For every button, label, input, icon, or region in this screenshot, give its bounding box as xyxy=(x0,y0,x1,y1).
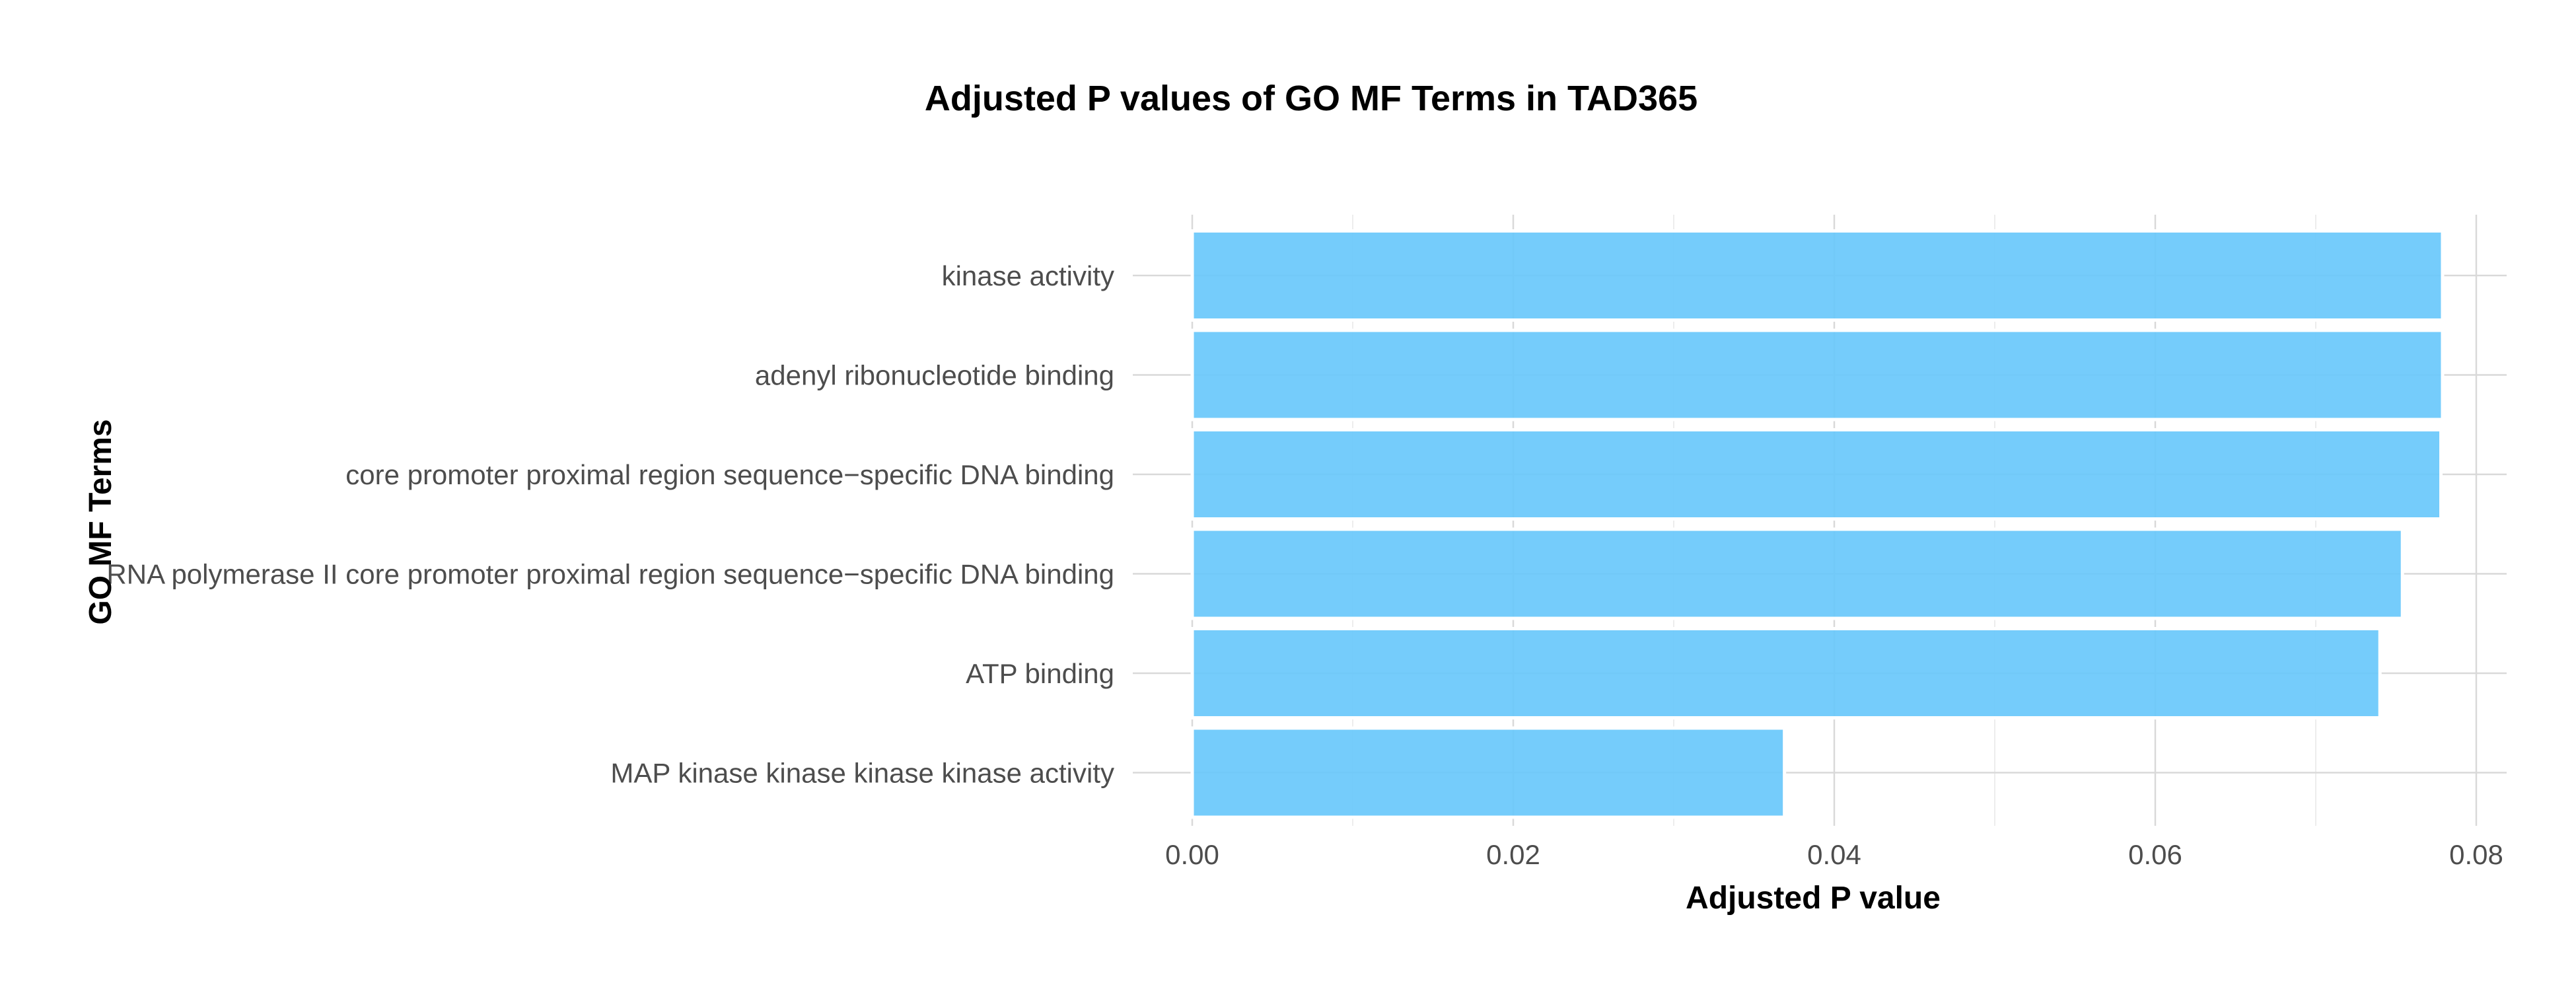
x-tick-label: 0.06 xyxy=(2128,839,2182,870)
x-axis-title: Adjusted P value xyxy=(1686,881,1941,916)
y-tick-label: ATP binding xyxy=(966,658,1114,689)
chart-title: Adjusted P values of GO MF Terms in TAD3… xyxy=(925,79,1698,118)
y-tick-label: RNA polymerase II core promoter proximal… xyxy=(106,559,1114,590)
y-tick-label: adenyl ribonucleotide binding xyxy=(755,360,1114,391)
x-tick-label: 0.08 xyxy=(2449,839,2503,870)
y-axis-tick-labels: kinase activity adenyl ribonucleotide bin… xyxy=(106,260,1114,789)
bar xyxy=(1190,328,2445,422)
bar xyxy=(1190,627,2382,719)
y-tick-label: MAP kinase kinase kinase kinase activity xyxy=(610,758,1114,789)
bar xyxy=(1190,428,2443,521)
y-tick-label: core promoter proximal region sequence−s… xyxy=(345,459,1114,490)
bar xyxy=(1190,229,2445,322)
bar xyxy=(1190,726,1787,819)
x-tick-label: 0.02 xyxy=(1486,839,1540,870)
bars xyxy=(1190,229,2445,819)
y-axis-title: GO MF Terms xyxy=(83,419,118,624)
bar xyxy=(1190,527,2404,620)
y-tick-label: kinase activity xyxy=(942,260,1114,291)
x-tick-label: 0.04 xyxy=(1807,839,1861,870)
x-tick-label: 0.00 xyxy=(1165,839,1219,870)
x-axis-tick-labels: 0.00 0.02 0.04 0.06 0.08 xyxy=(1165,839,2503,870)
